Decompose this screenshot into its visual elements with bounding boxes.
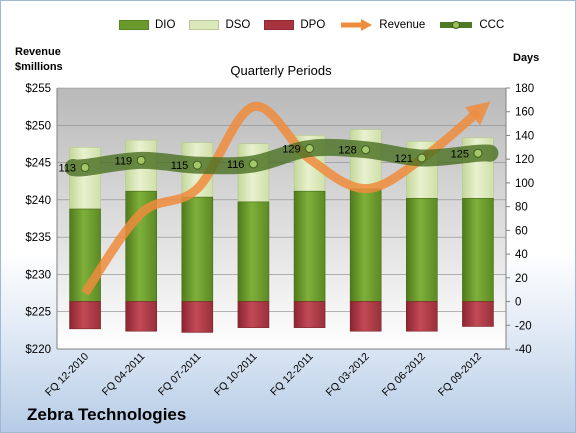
x-tick-label: FQ 12-2011 — [268, 351, 316, 399]
bar-dpo — [406, 301, 438, 332]
x-tick-label: FQ 03-2012 — [324, 351, 372, 399]
ccc-marker — [473, 148, 483, 158]
legend-item-dso: DSO — [189, 19, 250, 31]
bar-dio — [406, 198, 438, 302]
legend-label-ccc: CCC — [479, 19, 505, 31]
ccc-data-label: 113 — [59, 162, 77, 174]
right-axis-title: Days — [513, 52, 540, 64]
left-tick-label: $255 — [25, 83, 51, 95]
x-tick-label: FQ 04-2011 — [100, 351, 148, 399]
legend-swatch-dpo — [264, 20, 295, 30]
right-tick-label: 180 — [515, 83, 534, 95]
left-tick-label: $230 — [25, 269, 51, 281]
x-tick-label: FQ 09-2012 — [436, 351, 484, 399]
right-tick-label: 80 — [515, 202, 528, 214]
legend: DIO DSO DPO Revenue CCC — [119, 17, 518, 33]
legend-item-dpo: DPO — [264, 19, 325, 31]
legend-label-dpo: DPO — [300, 19, 326, 31]
x-tick-label: FQ 07-2011 — [156, 351, 204, 399]
legend-item-revenue: Revenue — [339, 18, 425, 32]
right-tick-label: -40 — [515, 344, 532, 356]
bar-dpo — [237, 301, 270, 328]
ccc-marker — [417, 153, 427, 163]
ccc-marker — [248, 159, 258, 169]
right-tick-label: 100 — [515, 178, 534, 190]
right-tick-label: 40 — [515, 249, 528, 261]
legend-swatch-dso — [189, 20, 220, 30]
ccc-data-label: 115 — [171, 160, 189, 172]
x-tick-label: FQ 10-2011 — [212, 351, 260, 399]
ccc-data-label: 116 — [227, 159, 245, 171]
bar-dpo — [181, 301, 214, 333]
legend-label-dio: DIO — [155, 19, 176, 31]
ccc-data-label: 128 — [338, 145, 356, 157]
legend-label-dso: DSO — [225, 19, 251, 31]
right-tick-label: 20 — [515, 273, 528, 285]
left-axis-title: Revenue $millions — [15, 46, 63, 73]
lines-layer — [64, 101, 499, 296]
ccc-marker — [361, 145, 371, 155]
ccc-data-label: 121 — [394, 153, 412, 165]
left-tick-label: $220 — [25, 344, 51, 356]
ccc-marker — [80, 162, 90, 172]
bar-dio — [462, 198, 494, 302]
ccc-marker — [136, 155, 146, 165]
x-tick-label: FQ 06-2012 — [380, 351, 428, 399]
right-tick-label: 120 — [515, 154, 534, 166]
labels-layer: 113 119 115 116 129 128 121 125 — [59, 144, 469, 175]
ccc-data-label: 129 — [282, 144, 300, 156]
legend-item-dio: DIO — [119, 19, 175, 31]
legend-swatch-dio — [119, 20, 149, 30]
bar-dpo — [293, 301, 326, 328]
ccc-line — [64, 138, 499, 177]
bar-dpo — [125, 301, 157, 332]
ccc-data-label: 125 — [451, 148, 469, 160]
left-tick-label: $245 — [25, 158, 51, 170]
bar-dio — [293, 190, 326, 302]
bar-dio — [349, 188, 382, 302]
left-tick-label: $225 — [25, 307, 51, 319]
legend-item-ccc: CCC — [439, 18, 504, 32]
left-tick-label: $250 — [25, 120, 51, 132]
ccc-data-label: 119 — [115, 155, 133, 167]
bar-dpo — [69, 301, 101, 330]
bar-dso — [69, 147, 101, 210]
left-tick-label: $235 — [25, 232, 51, 244]
right-tick-label: 60 — [515, 225, 528, 237]
legend-arrow-icon — [341, 19, 373, 31]
legend-label-revenue: Revenue — [379, 19, 426, 31]
bar-dio — [237, 201, 270, 302]
ccc-marker — [192, 160, 202, 170]
company-name: Zebra Technologies — [27, 405, 187, 424]
right-tick-label: 140 — [515, 130, 534, 142]
chart-title: Quarterly Periods — [230, 63, 332, 78]
right-tick-label: 160 — [515, 107, 534, 119]
ccc-marker — [305, 144, 315, 154]
x-tick-label: FQ 12-2010 — [43, 351, 91, 399]
right-tick-label: 0 — [515, 297, 521, 309]
bar-dpo — [462, 301, 494, 327]
left-tick-label: $240 — [25, 195, 51, 207]
bar-dio — [181, 196, 214, 302]
right-tick-label: -20 — [515, 320, 532, 332]
bar-dpo — [349, 301, 382, 332]
legend-marker-icon — [440, 21, 473, 29]
